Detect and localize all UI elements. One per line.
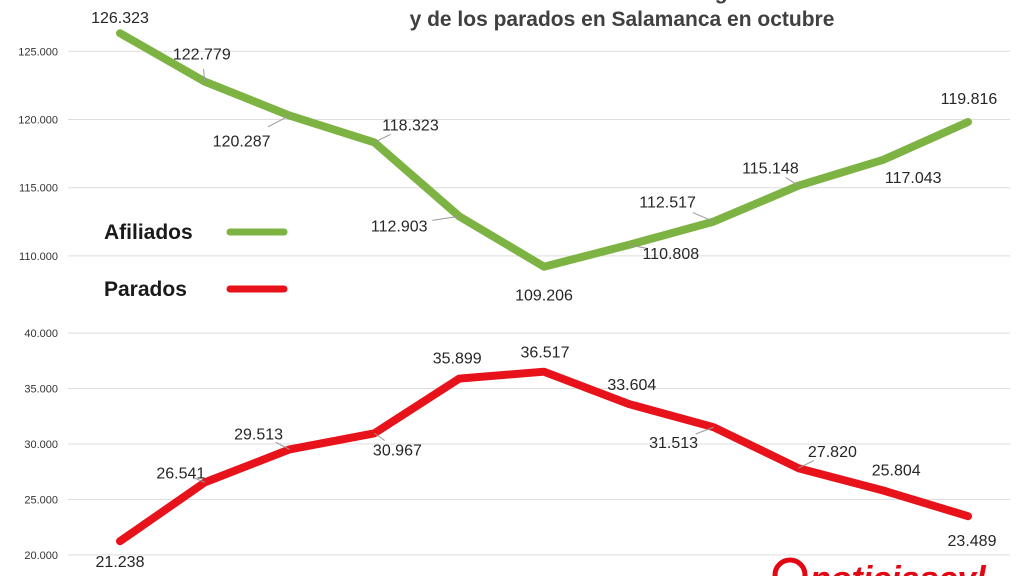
brand-logo-icon xyxy=(772,557,808,576)
leader-line xyxy=(202,68,206,82)
y-tick-label: 110.000 xyxy=(19,251,58,263)
data-label: 115.148 xyxy=(742,161,799,178)
chart-title-line: Evolución de los afiliados a la Segurida… xyxy=(385,0,860,4)
y-tick-label: 35.000 xyxy=(24,384,58,396)
data-label: 122.779 xyxy=(173,47,231,64)
leader-line xyxy=(432,215,460,221)
data-label: 126.323 xyxy=(91,10,149,27)
y-tick-label: 40.000 xyxy=(24,328,58,340)
brand-logo: noticiascyl xyxy=(810,560,987,576)
data-label: 21.238 xyxy=(96,554,145,571)
data-label: 120.287 xyxy=(213,134,271,151)
data-label: 27.820 xyxy=(808,444,857,461)
data-label: 109.206 xyxy=(515,288,573,305)
data-label: 118.323 xyxy=(382,117,439,134)
data-label: 112.903 xyxy=(371,218,428,235)
y-tick-label: 115.000 xyxy=(19,183,58,195)
data-label: 31.513 xyxy=(649,435,698,452)
data-label: 110.808 xyxy=(642,246,699,263)
data-label: 33.604 xyxy=(607,377,656,394)
data-label: 36.517 xyxy=(521,345,570,362)
chart-title-line: y de los parados en Salamanca en octubre xyxy=(410,8,835,31)
leader-line xyxy=(628,244,648,249)
leader-line xyxy=(692,212,714,223)
data-label: 35.899 xyxy=(433,351,482,368)
y-tick-label: 120.000 xyxy=(18,114,58,126)
leader-line xyxy=(267,115,290,128)
leader-line xyxy=(785,177,799,187)
data-label: 30.967 xyxy=(373,442,422,459)
legend-label: Afiliados xyxy=(104,221,193,244)
data-label: 119.816 xyxy=(941,91,998,108)
y-tick-label: 20.000 xyxy=(24,550,58,562)
data-label: 29.513 xyxy=(234,426,283,443)
legend-label: Parados xyxy=(104,278,187,301)
data-label: 112.517 xyxy=(639,195,696,212)
leader-line xyxy=(374,432,386,441)
leader-line xyxy=(275,441,290,450)
y-tick-label: 25.000 xyxy=(24,494,58,506)
y-tick-label: 125.000 xyxy=(18,46,58,58)
leader-line xyxy=(193,477,205,483)
leader-line xyxy=(374,133,391,143)
data-label: 23.489 xyxy=(948,533,997,550)
leader-line xyxy=(695,426,714,435)
data-label: 25.804 xyxy=(872,463,921,480)
afiliados-line xyxy=(116,29,972,271)
leader-line xyxy=(798,460,814,469)
parados-line xyxy=(116,367,972,546)
data-label: 117.043 xyxy=(885,170,942,187)
y-tick-label: 30.000 xyxy=(24,439,58,451)
data-label: 26.541 xyxy=(156,465,205,482)
